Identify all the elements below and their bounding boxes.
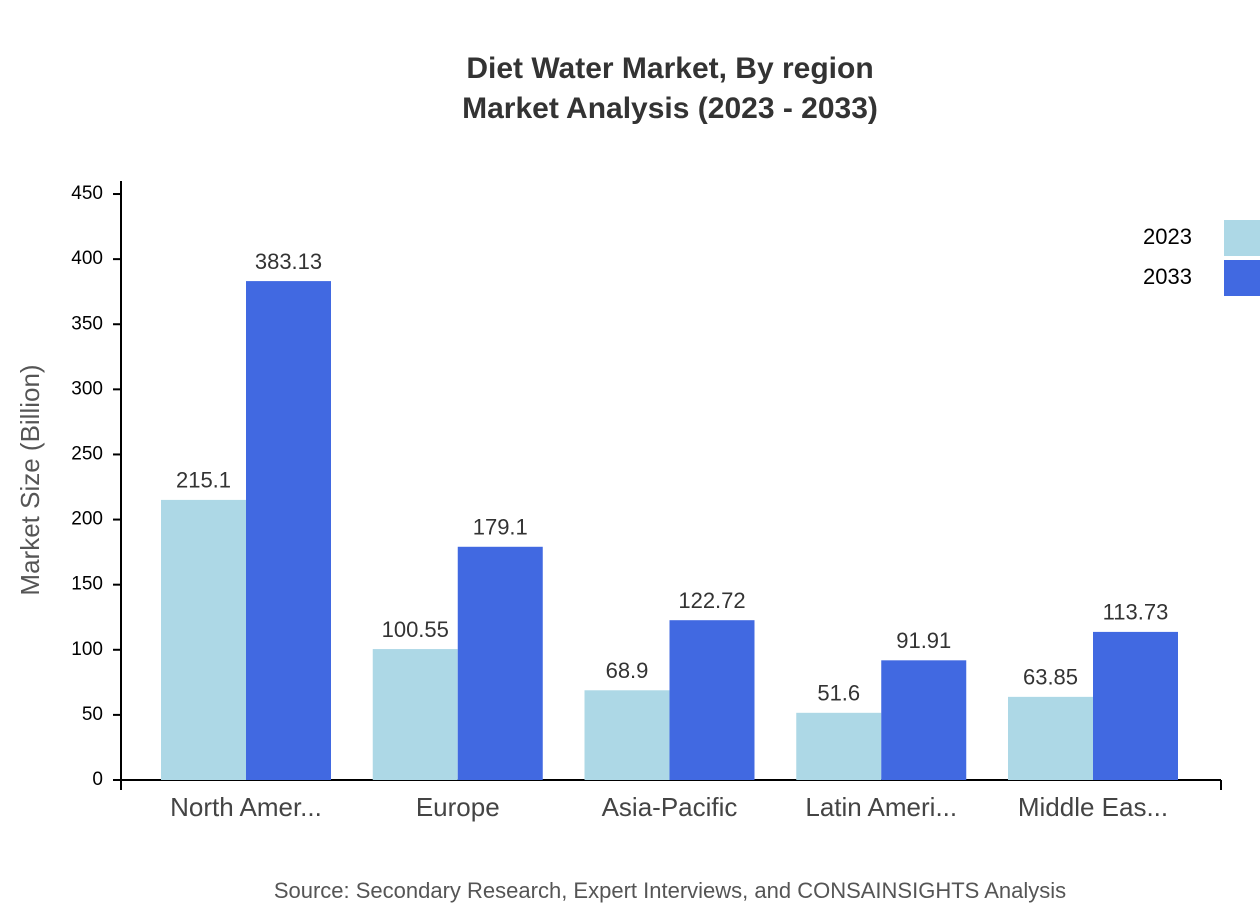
value-label: 383.13 (255, 249, 322, 274)
value-label: 122.72 (678, 588, 745, 613)
x-tick-label: Europe (416, 792, 500, 822)
bar (246, 281, 331, 780)
bar (796, 712, 882, 780)
y-tick-label: 450 (71, 183, 103, 204)
y-tick-label: 250 (71, 443, 103, 464)
bar (1093, 631, 1178, 780)
value-label: 179.1 (473, 515, 528, 540)
y-tick-label: 200 (71, 509, 103, 530)
y-tick-label: 300 (71, 378, 103, 399)
bar (669, 620, 755, 780)
value-label: 51.6 (817, 681, 860, 706)
bar (881, 660, 967, 780)
bar (372, 649, 458, 780)
legend-label: 2023 (1143, 224, 1192, 249)
x-tick-label: Middle Eas... (1018, 792, 1168, 822)
y-tick-label: 0 (92, 769, 103, 790)
bar (584, 690, 670, 780)
y-tick-label: 50 (82, 704, 103, 725)
x-tick-label: Latin Ameri... (805, 792, 957, 822)
bar (457, 546, 543, 780)
legend-swatch (1224, 260, 1260, 296)
x-tick-label: Asia-Pacific (602, 792, 738, 822)
bar (161, 499, 246, 780)
value-label: 63.85 (1023, 665, 1078, 690)
value-label: 113.73 (1103, 600, 1169, 625)
y-tick-label: 100 (71, 639, 103, 660)
value-label: 215.1 (176, 468, 231, 493)
y-tick-label: 350 (71, 313, 103, 334)
y-tick-label: 150 (71, 574, 103, 595)
value-label: 100.55 (382, 617, 449, 642)
legend-swatch (1224, 220, 1260, 256)
y-tick-label: 400 (71, 248, 103, 269)
source-note: Source: Secondary Research, Expert Inter… (274, 878, 1066, 903)
legend-label: 2033 (1143, 264, 1192, 289)
y-axis-label: Market Size (Billion) (15, 364, 45, 595)
chart-subtitle: Market Analysis (2023 - 2033) (462, 92, 878, 125)
x-tick-label: North Amer... (170, 792, 322, 822)
value-label: 68.9 (606, 658, 649, 683)
chart-title: Diet Water Market, By region (466, 52, 873, 85)
bar (1008, 696, 1093, 780)
value-label: 91.91 (896, 628, 951, 653)
